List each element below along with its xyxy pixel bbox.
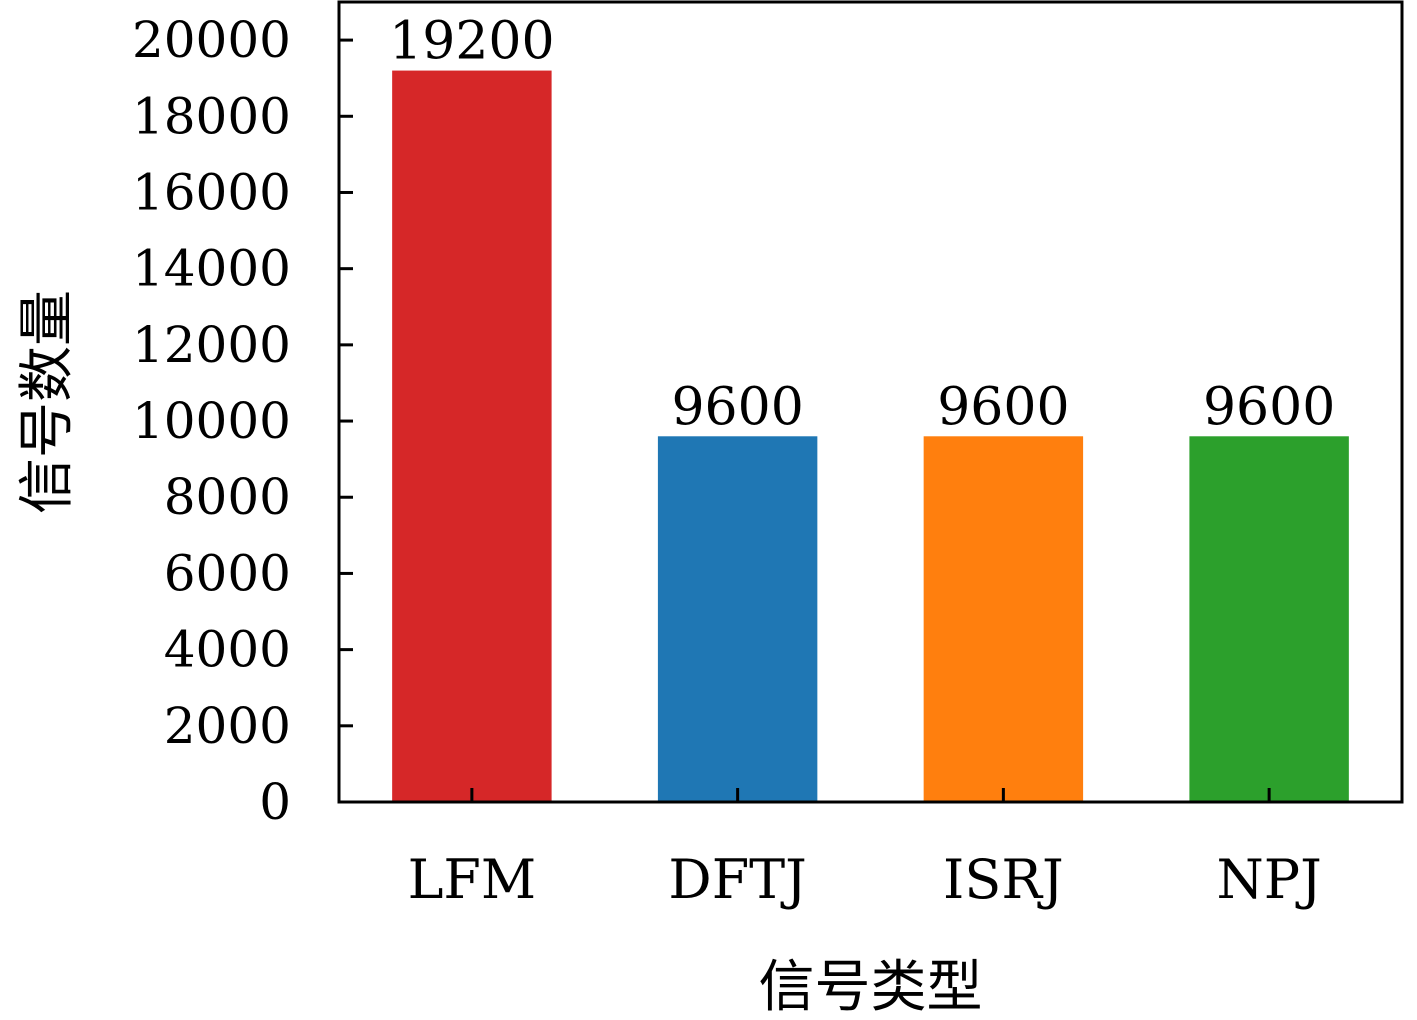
bar-isrj <box>923 436 1084 802</box>
y-tick-label: 2000 <box>164 697 291 755</box>
bar-value-label-npj: 9600 <box>1203 377 1335 437</box>
y-tick-label: 16000 <box>132 163 291 221</box>
plot-frame <box>337 0 1404 804</box>
y-tick-label: 12000 <box>132 316 291 374</box>
x-tick-label-isrj: ISRJ <box>943 848 1064 911</box>
y-tick-label: 6000 <box>164 544 291 602</box>
bar-value-label-isrj: 9600 <box>937 377 1069 437</box>
y-tick-label: 20000 <box>132 11 291 69</box>
y-tick-label: 14000 <box>132 240 291 298</box>
bar-value-labels: 19200 9600 9600 9600 <box>389 12 1335 438</box>
y-tick-label: 8000 <box>164 468 291 526</box>
bars-layer <box>392 70 1349 803</box>
y-tick-label: 18000 <box>132 87 291 145</box>
bar-npj <box>1189 436 1349 802</box>
bar-dftj <box>657 436 818 802</box>
y-tick-label: 4000 <box>164 621 291 679</box>
bar-lfm <box>392 70 552 803</box>
x-tick-label-npj: NPJ <box>1217 848 1322 911</box>
x-axis-label: 信号类型 <box>759 955 983 1020</box>
x-axis: LFM DFTJ ISRJ NPJ <box>408 788 1322 911</box>
bar-value-label-dftj: 9600 <box>671 377 803 437</box>
y-axis: 0 2000 4000 6000 8000 10000 12000 14000 16000 180… <box>132 11 353 831</box>
x-tick-label-lfm: LFM <box>408 848 537 911</box>
bar-value-label-lfm: 19200 <box>389 12 554 72</box>
y-tick-label: 0 <box>259 773 291 831</box>
y-tick-label: 10000 <box>132 392 291 450</box>
x-tick-label-dftj: DFTJ <box>668 848 806 911</box>
y-axis-label: 信号数量 <box>15 290 80 514</box>
